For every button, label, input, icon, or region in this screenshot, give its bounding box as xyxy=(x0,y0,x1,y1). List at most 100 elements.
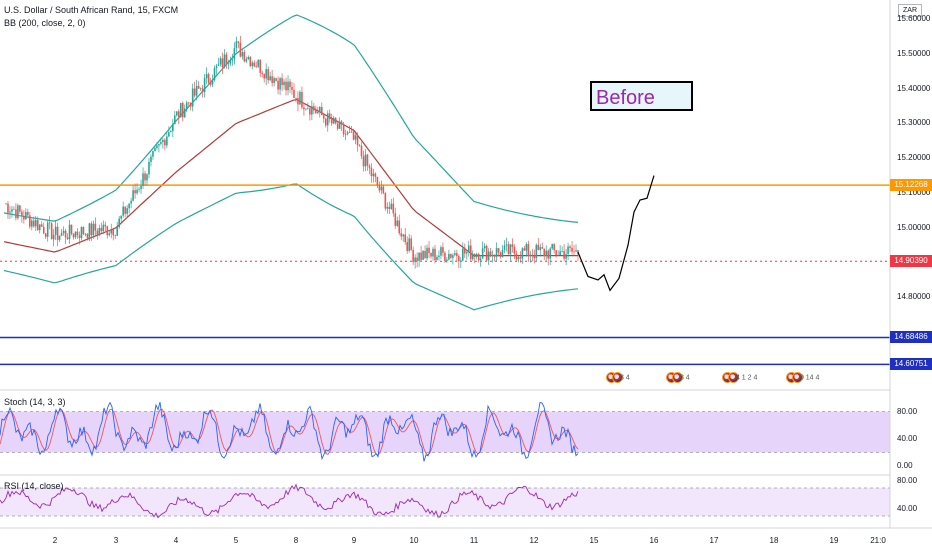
stoch-tick-label: 0.00 xyxy=(897,461,913,470)
candle-body xyxy=(531,254,534,256)
candle-body xyxy=(154,148,156,152)
candle-body xyxy=(392,203,395,214)
candle-body xyxy=(382,186,385,194)
candle-body xyxy=(253,62,256,67)
candle-body xyxy=(360,145,363,157)
candle-body xyxy=(148,161,150,175)
time-tick-label: 18 xyxy=(769,536,779,545)
candle-body xyxy=(324,118,327,126)
candle-body xyxy=(452,255,454,258)
candle-body xyxy=(400,233,403,237)
price-tick-label: 14.80000 xyxy=(897,292,931,302)
economic-event-marker[interactable]: 8 4 xyxy=(666,372,690,383)
rsi-line xyxy=(0,483,579,519)
candle-body xyxy=(263,73,265,79)
candle-body xyxy=(86,233,89,239)
candle-body xyxy=(557,255,559,256)
candle-body xyxy=(106,226,109,236)
candle-body xyxy=(489,251,492,257)
candle-body xyxy=(108,233,111,236)
candle-body xyxy=(404,234,407,243)
candle-body xyxy=(275,78,277,81)
candle-body xyxy=(116,227,119,236)
candle-body xyxy=(80,226,83,238)
candle-body xyxy=(273,78,275,83)
economic-event-marker[interactable]: 9 14 4 xyxy=(786,372,819,383)
candle-body xyxy=(96,230,99,235)
candle-body xyxy=(25,211,27,220)
candle-body xyxy=(511,244,514,247)
candle-body xyxy=(386,206,389,209)
candle-body xyxy=(50,223,53,240)
candle-body xyxy=(573,251,575,253)
candle-body xyxy=(440,247,442,256)
economic-event-marker[interactable]: 3 4 xyxy=(606,372,630,383)
candle-body xyxy=(299,92,301,105)
candle-body xyxy=(539,247,542,251)
candle-body xyxy=(158,143,160,146)
candle-body xyxy=(317,111,319,114)
bb-indicator-label[interactable]: BB (200, close, 2, 0) xyxy=(4,18,86,28)
candle-body xyxy=(326,113,329,126)
time-tick-label: 5 xyxy=(233,536,239,545)
time-tick-label: 17 xyxy=(709,536,719,545)
candle-body xyxy=(241,52,244,57)
candle-body xyxy=(525,244,528,251)
candle-body xyxy=(469,245,472,260)
candle-body xyxy=(118,218,120,228)
candle-body xyxy=(32,220,35,227)
stoch-indicator-label[interactable]: Stoch (14, 3, 3) xyxy=(4,397,66,407)
candle-body xyxy=(150,156,152,162)
candle-body xyxy=(454,253,456,256)
candle-body xyxy=(68,224,71,240)
candle-body xyxy=(291,86,293,90)
rsi-indicator-label[interactable]: RSI (14, close) xyxy=(4,481,64,491)
candle-body xyxy=(74,231,77,238)
candle-body xyxy=(519,257,522,259)
stoch-tick-label: 40.00 xyxy=(897,433,918,443)
candle-body xyxy=(559,251,561,256)
candle-body xyxy=(523,248,526,251)
projection-path[interactable] xyxy=(577,175,655,292)
candle-body xyxy=(221,58,224,68)
candle-body xyxy=(82,226,85,235)
time-tick-label: 11 xyxy=(469,536,479,545)
candle-body xyxy=(219,58,222,65)
candle-body xyxy=(384,193,387,209)
candle-body xyxy=(424,250,426,259)
candle-body xyxy=(408,238,410,251)
candle-body xyxy=(181,102,184,118)
candle-body xyxy=(269,76,271,81)
candle-body xyxy=(366,154,369,166)
candle-body xyxy=(507,244,510,255)
candle-body xyxy=(189,102,192,107)
price-tick-label: 15.40000 xyxy=(897,83,931,93)
candle-body xyxy=(56,226,59,240)
candle-body xyxy=(267,69,269,81)
candle-body xyxy=(197,85,200,89)
candle-body xyxy=(342,124,345,135)
candle-body xyxy=(122,206,124,216)
candle-body xyxy=(372,173,375,177)
currency-badge[interactable]: ZAR xyxy=(898,4,922,17)
bb-upper-band xyxy=(3,14,579,223)
economic-event-marker[interactable]: 4 1 2 4 xyxy=(722,372,757,383)
candle-body xyxy=(170,130,172,133)
candle-body xyxy=(227,63,230,65)
candle-body xyxy=(303,107,305,110)
candle-body xyxy=(575,250,577,252)
candle-body xyxy=(237,41,240,43)
candle-body xyxy=(475,254,478,257)
time-tick-label: 2 xyxy=(52,536,58,545)
candle-body xyxy=(277,80,279,90)
candle-body xyxy=(251,62,254,67)
candle-body xyxy=(350,131,353,133)
price-tick-label: 15.00000 xyxy=(897,222,931,232)
candle-body xyxy=(394,213,397,226)
candle-body xyxy=(146,174,148,181)
candle-body xyxy=(52,234,55,240)
symbol-title: U.S. Dollar / South African Rand, 15, FX… xyxy=(4,5,179,15)
candle-body xyxy=(179,102,182,118)
candle-body xyxy=(76,231,79,236)
candle-body xyxy=(396,220,399,226)
